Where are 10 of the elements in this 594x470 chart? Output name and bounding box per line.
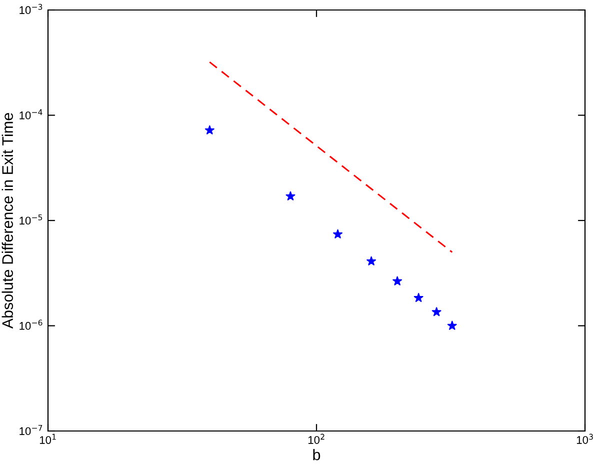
y-tick-label: 10$^{−3}$ [20, 4, 42, 14]
y-tick-label: 10$^{−5}$ [20, 214, 42, 225]
x-axis-title: b [313, 448, 320, 460]
x-tick-label: 10$^{1}$ [40, 434, 56, 444]
x-tick-label: 10$^{2}$ [308, 434, 324, 444]
y-tick-label: 10$^{−6}$ [20, 320, 42, 330]
y-tick-label: 10$^{−7}$ [20, 425, 42, 436]
x-tick-label: 10$^{3}$ [576, 434, 593, 444]
y-axis-title: Absolute Difference in Exit Time [2, 113, 14, 329]
y-tick-label: 10$^{−4}$ [20, 109, 42, 120]
